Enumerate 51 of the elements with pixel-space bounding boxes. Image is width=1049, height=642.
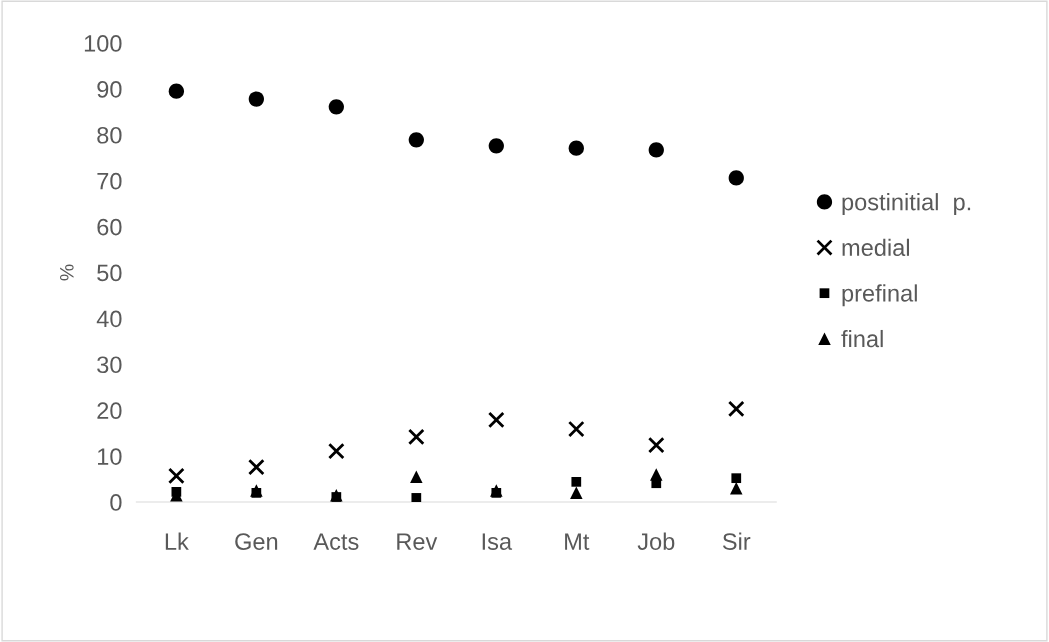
point: [408, 132, 424, 148]
x-tick-label: Isa: [482, 533, 513, 550]
point: [651, 478, 662, 489]
y-tick-label: 50: [97, 264, 122, 282]
legend-label: medial: [842, 238, 909, 257]
y-tick-label: 40: [96, 310, 122, 328]
point: [730, 482, 743, 495]
y-tick-label: 60: [97, 218, 122, 236]
point: [728, 170, 744, 186]
point: [328, 99, 344, 115]
y-axis-title: %: [60, 264, 74, 281]
x-tick-label: Rev: [397, 533, 438, 550]
x-tick-label: Acts: [313, 533, 359, 550]
y-tick-label: 10: [98, 448, 122, 465]
x-tick-label: Mt: [565, 533, 590, 550]
legend-label: prefinal: [842, 284, 917, 307]
point: [171, 487, 182, 497]
point: [328, 442, 345, 460]
point: [411, 493, 422, 503]
point: [487, 411, 505, 429]
point: [488, 138, 504, 154]
x-tick-label: Job: [637, 532, 675, 550]
y-tick-label: 20: [97, 402, 122, 420]
point: [568, 140, 584, 156]
point: [570, 486, 583, 500]
point: [731, 473, 742, 484]
y-tick-label: 70: [97, 172, 122, 190]
point: [407, 428, 425, 446]
point: [251, 488, 262, 498]
legend-label: postinitial p.: [842, 193, 971, 216]
point: [567, 420, 585, 438]
y-tick-label: 30: [97, 356, 122, 374]
legend-label: final: [841, 329, 883, 348]
y-tick-label: 100: [84, 35, 122, 52]
point: [248, 91, 264, 107]
point: [648, 142, 664, 158]
y-tick-label: 0: [110, 494, 122, 511]
point: [168, 467, 185, 485]
point: [727, 400, 745, 418]
x-tick-label: Sir: [722, 532, 751, 550]
x-tick-label: Gen: [235, 533, 278, 550]
point: [491, 488, 502, 498]
point: [647, 436, 665, 454]
x-tick-label: Lk: [165, 532, 189, 550]
point: [571, 476, 582, 487]
point: [248, 458, 265, 476]
point: [168, 83, 184, 99]
point: [331, 492, 342, 502]
point: [410, 470, 423, 484]
y-tick-label: 90: [97, 80, 122, 98]
y-tick-label: 80: [97, 126, 122, 144]
